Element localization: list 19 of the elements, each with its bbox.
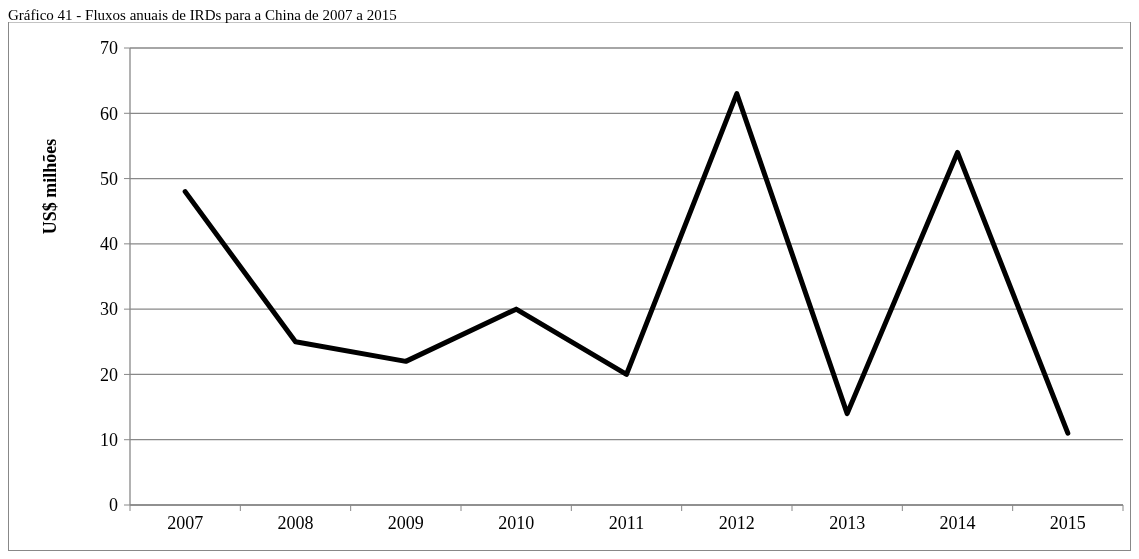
x-tick-label: 2011 <box>608 513 645 533</box>
chart-title: Gráfico 41 - Fluxos anuais de IRDs para a China de 2007 a 2015 <box>8 7 397 23</box>
y-tick-label: 20 <box>100 364 118 385</box>
x-tick-label: 2014 <box>939 513 976 533</box>
y-tick-label: 10 <box>100 430 118 451</box>
x-tick-label: 2015 <box>1049 513 1086 533</box>
y-tick-label: 30 <box>100 299 118 320</box>
y-tick-label: 0 <box>109 495 118 516</box>
y-tick-label: 50 <box>100 168 118 189</box>
x-tick-label: 2012 <box>718 513 755 533</box>
x-tick-label: 2013 <box>829 513 866 533</box>
x-tick-label: 2009 <box>387 513 424 533</box>
y-tick-label: 70 <box>100 38 118 59</box>
y-axis-title: US$ milhões <box>40 138 60 235</box>
x-tick-label: 2010 <box>498 513 535 533</box>
x-tick-label: 2008 <box>277 513 314 533</box>
x-tick-label: 2007 <box>167 513 204 533</box>
y-tick-label: 40 <box>100 234 118 255</box>
y-tick-label: 60 <box>100 103 118 124</box>
